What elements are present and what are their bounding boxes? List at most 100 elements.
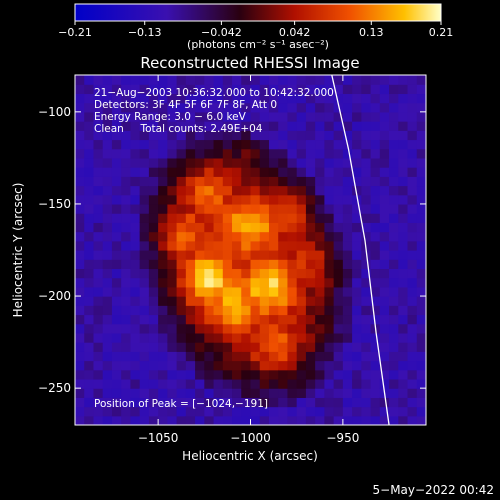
heatmap-cell [222,185,233,196]
heatmap-cell [111,222,122,233]
heatmap-cell [102,369,113,380]
heatmap-cell [148,84,159,95]
heatmap-cell [305,185,316,196]
heatmap-cell [268,286,279,297]
heatmap-cell [111,250,122,260]
heatmap-cell [296,415,307,425]
heatmap-cell [342,351,353,362]
heatmap-cell [296,406,307,417]
heatmap-cell [195,286,205,297]
heatmap-cell [287,176,298,187]
heatmap-cell [111,203,122,214]
heatmap-cell [259,121,270,131]
heatmap-cell [398,388,409,398]
heatmap-cell [250,148,261,159]
heatmap-cell [268,332,279,343]
heatmap-cell [84,240,95,251]
heatmap-cell [102,240,113,251]
heatmap-cell [278,388,289,398]
heatmap-cell [250,332,261,343]
heatmap-cell [130,194,141,205]
heatmap-cell [130,342,141,352]
heatmap-cell [167,148,178,159]
heatmap-cell [342,222,353,233]
heatmap-cell [176,323,187,334]
annotations: 21−Aug−2003 10:36:32.000 to 10:42:32.000… [94,87,334,410]
heatmap-cell [195,102,205,113]
heatmap-cell [379,111,390,122]
heatmap-cell [93,75,104,85]
heatmap-cell [416,314,426,325]
heatmap-cell [398,351,409,362]
heatmap-cell [167,378,178,389]
heatmap-cell [333,157,344,168]
heatmap-cell [389,157,399,168]
heatmap-cell [389,388,399,398]
heatmap-cell [241,167,252,177]
heatmap-cell [259,222,270,233]
heatmap-cell [148,415,159,425]
heatmap-cell [379,240,390,251]
heatmap-cell [121,388,132,398]
heatmap-cell [148,397,159,408]
heatmap-cell [287,369,298,380]
heatmap-cell [333,240,344,251]
heatmap-cell [232,148,242,159]
heatmap-cell [148,130,159,141]
heatmap-cell [158,415,168,425]
heatmap-cell [158,93,168,104]
heatmap-cell [370,213,381,223]
heatmap-cell [111,332,122,343]
heatmap-cell [204,194,215,205]
heatmap-cell [268,139,279,150]
heatmap-cell [407,323,418,334]
heatmap-cell [195,213,205,223]
heatmap-cell [398,323,409,334]
heatmap-cell [167,296,178,306]
heatmap-cell [333,176,344,187]
heatmap-cell [259,157,270,168]
heatmap-cell [75,406,85,417]
heatmap-cell [121,360,132,371]
heatmap-cell [250,305,261,316]
heatmap-cell [259,415,270,425]
heatmap-cell [398,139,409,150]
heatmap-cell [167,305,178,316]
heatmap-cell [250,406,261,417]
heatmap-cell [167,75,178,85]
heatmap-cell [352,75,362,85]
heatmap-cell [278,185,289,196]
heatmap-cell [84,342,95,352]
heatmap-cell [241,130,252,141]
heatmap-cell [416,378,426,389]
heatmap-cell [342,231,353,242]
heatmap-cell [352,185,362,196]
heatmap-cell [379,203,390,214]
heatmap-cell [361,213,372,223]
heatmap-cell [102,259,113,270]
heatmap-cell [176,360,187,371]
heatmap-cell [158,351,168,362]
heatmap-cell [130,240,141,251]
heatmap-cell [305,130,316,141]
heatmap-cell [379,397,390,408]
heatmap-cell [278,121,289,131]
heatmap-cell [241,194,252,205]
heatmap-cell [305,231,316,242]
heatmap-cell [222,75,233,85]
heatmap-cell [407,139,418,150]
heatmap-cell [102,388,113,398]
heatmap-cell [370,84,381,95]
heatmap-cell [176,314,187,325]
heatmap-cell [370,139,381,150]
heatmap-cell [268,185,279,196]
heatmap-cell [176,167,187,177]
heatmap-cell [75,231,85,242]
heatmap-cell [324,397,335,408]
heatmap-cell [361,268,372,279]
heatmap-cell [102,84,113,95]
heatmap-cell [75,277,85,288]
heatmap-cell [370,75,381,85]
heatmap-cell [158,194,168,205]
heatmap-cell [361,157,372,168]
